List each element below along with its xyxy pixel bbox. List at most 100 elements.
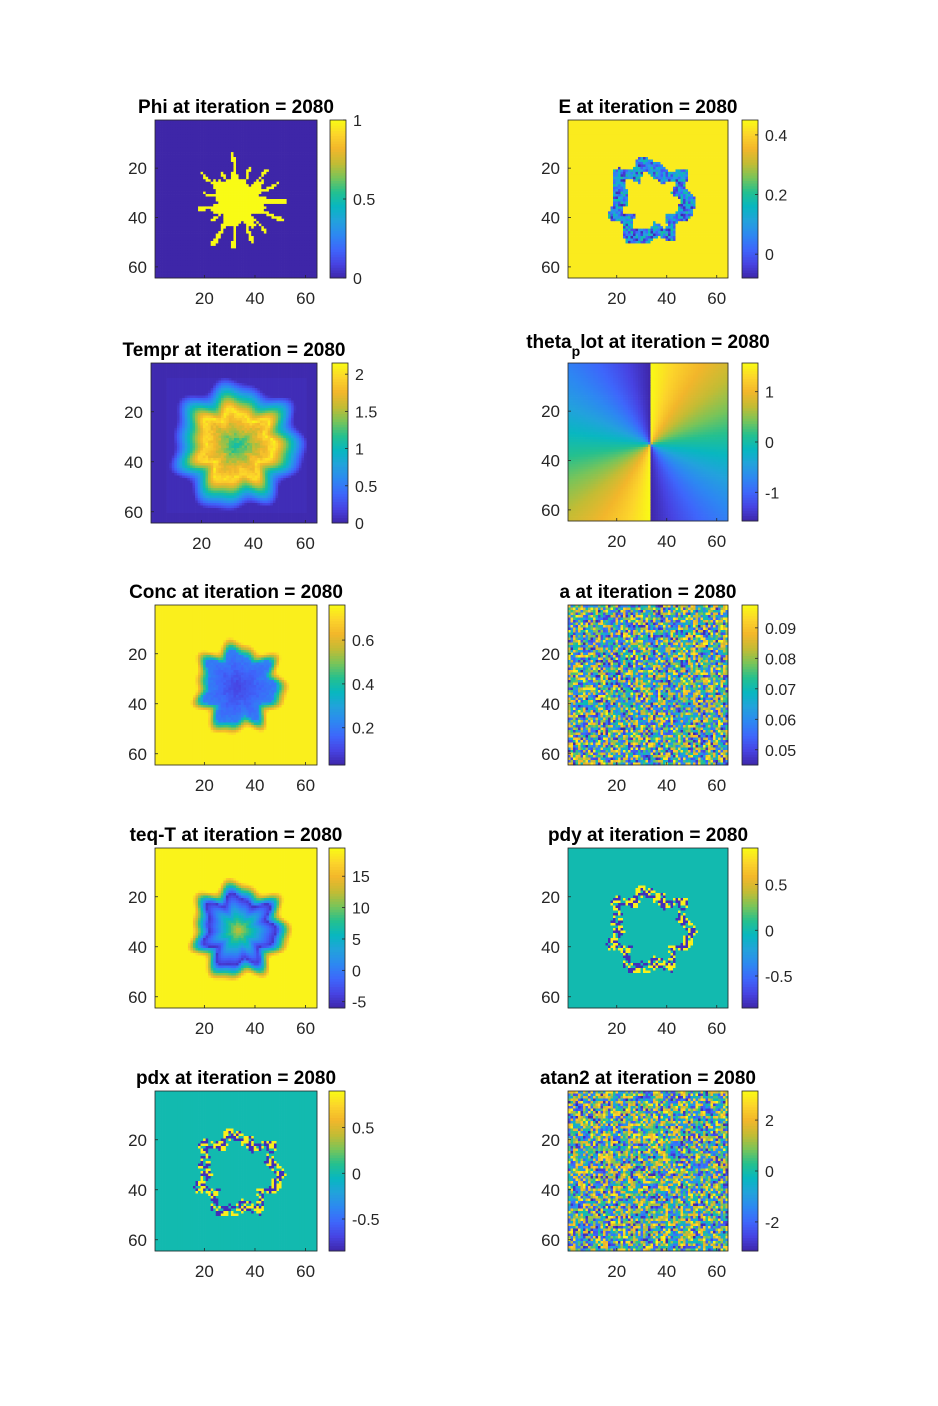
- heatmap-cell: [312, 160, 315, 163]
- heatmap-cell: [307, 189, 310, 192]
- heatmap-cell: [681, 122, 684, 125]
- heatmap-cell: [190, 132, 193, 135]
- heatmap-cell: [698, 125, 701, 128]
- heatmap-cell: [196, 132, 199, 135]
- heatmap-cell: [297, 187, 300, 190]
- heatmap-cell: [613, 145, 616, 148]
- heatmap-cell: [264, 241, 267, 244]
- heatmap-cell: [165, 246, 168, 249]
- heatmap-cell: [208, 179, 211, 182]
- heatmap-cell: [233, 248, 236, 251]
- heatmap-cell: [173, 184, 176, 187]
- heatmap-cell: [170, 236, 173, 239]
- heatmap-cell: [297, 184, 300, 187]
- heatmap-cell: [646, 125, 649, 128]
- heatmap-cell: [309, 239, 312, 242]
- heatmap-cell: [218, 162, 221, 165]
- heatmap-cell: [277, 140, 280, 143]
- heatmap-cell: [307, 268, 310, 271]
- heatmap-cell: [259, 155, 262, 158]
- heatmap-cell: [180, 221, 183, 224]
- heatmap-cell: [211, 197, 214, 200]
- heatmap-cell: [264, 263, 267, 266]
- heatmap-cell: [249, 219, 252, 222]
- heatmap-cell: [676, 125, 679, 128]
- heatmap-cell: [708, 140, 711, 143]
- heatmap-cell: [666, 145, 669, 148]
- heatmap-cell: [198, 147, 201, 150]
- heatmap-cell: [213, 127, 216, 130]
- heatmap-cell: [175, 246, 178, 249]
- heatmap-cell: [158, 273, 161, 276]
- heatmap-cell: [231, 248, 234, 251]
- heatmap-cell: [656, 140, 659, 143]
- heatmap-cell: [302, 140, 305, 143]
- heatmap-cell: [309, 243, 312, 246]
- heatmap-cell: [261, 145, 264, 148]
- heatmap-cell: [158, 174, 161, 177]
- heatmap-cell: [287, 184, 290, 187]
- heatmap-cell: [591, 147, 594, 150]
- heatmap-cell: [287, 246, 290, 249]
- heatmap-cell: [211, 243, 214, 246]
- heatmap-cell: [256, 177, 259, 180]
- heatmap-cell: [231, 239, 234, 242]
- heatmap-cell: [163, 167, 166, 170]
- heatmap-cell: [671, 132, 674, 135]
- heatmap-cell: [185, 273, 188, 276]
- heatmap-cell: [180, 209, 183, 212]
- heatmap-cell: [312, 214, 315, 217]
- heatmap-cell: [158, 229, 161, 232]
- heatmap-cell: [256, 167, 259, 170]
- heatmap-cell: [312, 157, 315, 160]
- heatmap-cell: [289, 140, 292, 143]
- heatmap-cell: [723, 145, 726, 148]
- heatmap-cell: [216, 189, 219, 192]
- heatmap-cell: [651, 142, 654, 145]
- heatmap-cell: [201, 271, 204, 274]
- heatmap-cell: [239, 130, 242, 133]
- heatmap-cell: [203, 187, 206, 190]
- heatmap-cell: [206, 229, 209, 232]
- heatmap-cell: [696, 130, 699, 133]
- heatmap-cell: [201, 197, 204, 200]
- heatmap-cell: [696, 125, 699, 128]
- heatmap-cell: [661, 135, 664, 138]
- heatmap-cell: [246, 248, 249, 251]
- heatmap-cell: [304, 251, 307, 254]
- heatmap-cell: [256, 226, 259, 229]
- heatmap-cell: [241, 246, 244, 249]
- heatmap-cell: [190, 214, 193, 217]
- heatmap-cell: [239, 162, 242, 165]
- heatmap-cell: [608, 127, 611, 130]
- heatmap-cell: [307, 187, 310, 190]
- heatmap-cell: [228, 155, 231, 158]
- heatmap-cell: [241, 122, 244, 125]
- heatmap-cell: [304, 182, 307, 185]
- heatmap-cell: [593, 130, 596, 133]
- heatmap-cell: [236, 248, 239, 251]
- heatmap-cell: [170, 127, 173, 130]
- heatmap-cell: [713, 122, 716, 125]
- heatmap-cell: [626, 127, 629, 130]
- heatmap-cell: [284, 120, 287, 123]
- heatmap-cell: [663, 130, 666, 133]
- heatmap-cell: [226, 239, 229, 242]
- heatmap-cell: [160, 273, 163, 276]
- heatmap-cell: [173, 248, 176, 251]
- heatmap-cell: [196, 140, 199, 143]
- heatmap-cell: [190, 169, 193, 172]
- heatmap-cell: [284, 172, 287, 175]
- subplot-1: Phi at iteration = 208020 40 6020406000.51: [128, 97, 375, 308]
- heatmap-cell: [266, 266, 269, 269]
- heatmap-cell: [185, 199, 188, 202]
- heatmap-cell: [251, 189, 254, 192]
- heatmap-cell: [241, 150, 244, 153]
- heatmap-cell: [233, 127, 236, 130]
- heatmap-cell: [175, 135, 178, 138]
- heatmap-cell: [723, 140, 726, 143]
- heatmap-cell: [282, 197, 285, 200]
- heatmap-cell: [269, 221, 272, 224]
- heatmap-cell: [274, 179, 277, 182]
- heatmap-cell: [198, 145, 201, 148]
